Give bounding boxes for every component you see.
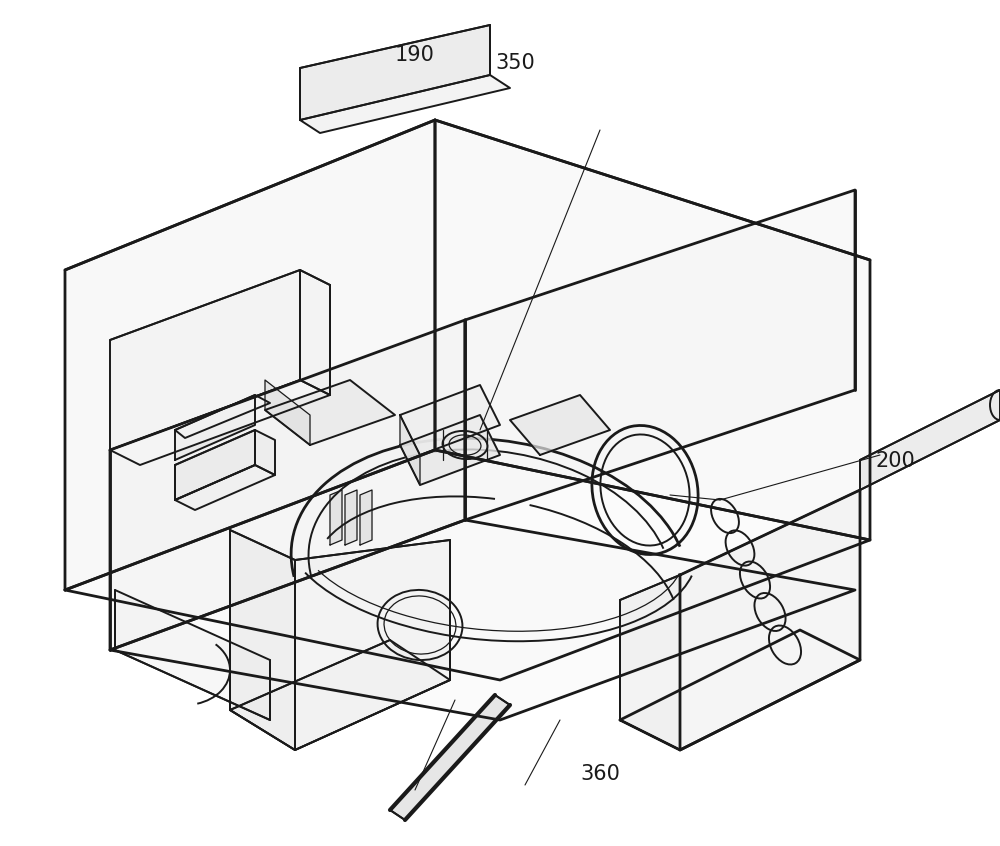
Polygon shape (390, 695, 510, 820)
Polygon shape (400, 415, 420, 485)
Polygon shape (65, 450, 870, 680)
Text: 350: 350 (495, 53, 535, 74)
Polygon shape (400, 415, 500, 485)
Polygon shape (300, 25, 490, 120)
Polygon shape (175, 465, 275, 510)
Polygon shape (110, 320, 465, 650)
Polygon shape (175, 395, 270, 438)
Polygon shape (360, 490, 372, 545)
Polygon shape (265, 380, 310, 445)
Polygon shape (620, 630, 860, 750)
Polygon shape (435, 120, 870, 540)
Polygon shape (65, 120, 435, 590)
Polygon shape (265, 380, 395, 445)
Polygon shape (255, 430, 275, 475)
Polygon shape (680, 490, 860, 750)
Polygon shape (465, 190, 855, 520)
Polygon shape (175, 430, 255, 500)
Polygon shape (510, 395, 610, 455)
Polygon shape (860, 390, 1000, 490)
Polygon shape (110, 520, 855, 720)
Polygon shape (295, 540, 450, 750)
Polygon shape (345, 490, 357, 545)
Polygon shape (115, 590, 270, 720)
Polygon shape (300, 75, 510, 133)
Polygon shape (620, 575, 680, 750)
Polygon shape (330, 490, 342, 545)
Polygon shape (400, 385, 500, 455)
Text: 190: 190 (395, 45, 435, 65)
Text: 200: 200 (875, 451, 915, 471)
Polygon shape (110, 270, 300, 450)
Polygon shape (175, 395, 255, 460)
Polygon shape (300, 270, 330, 395)
Polygon shape (110, 380, 330, 465)
Polygon shape (230, 530, 295, 750)
Polygon shape (230, 640, 450, 750)
Text: 360: 360 (580, 764, 620, 784)
